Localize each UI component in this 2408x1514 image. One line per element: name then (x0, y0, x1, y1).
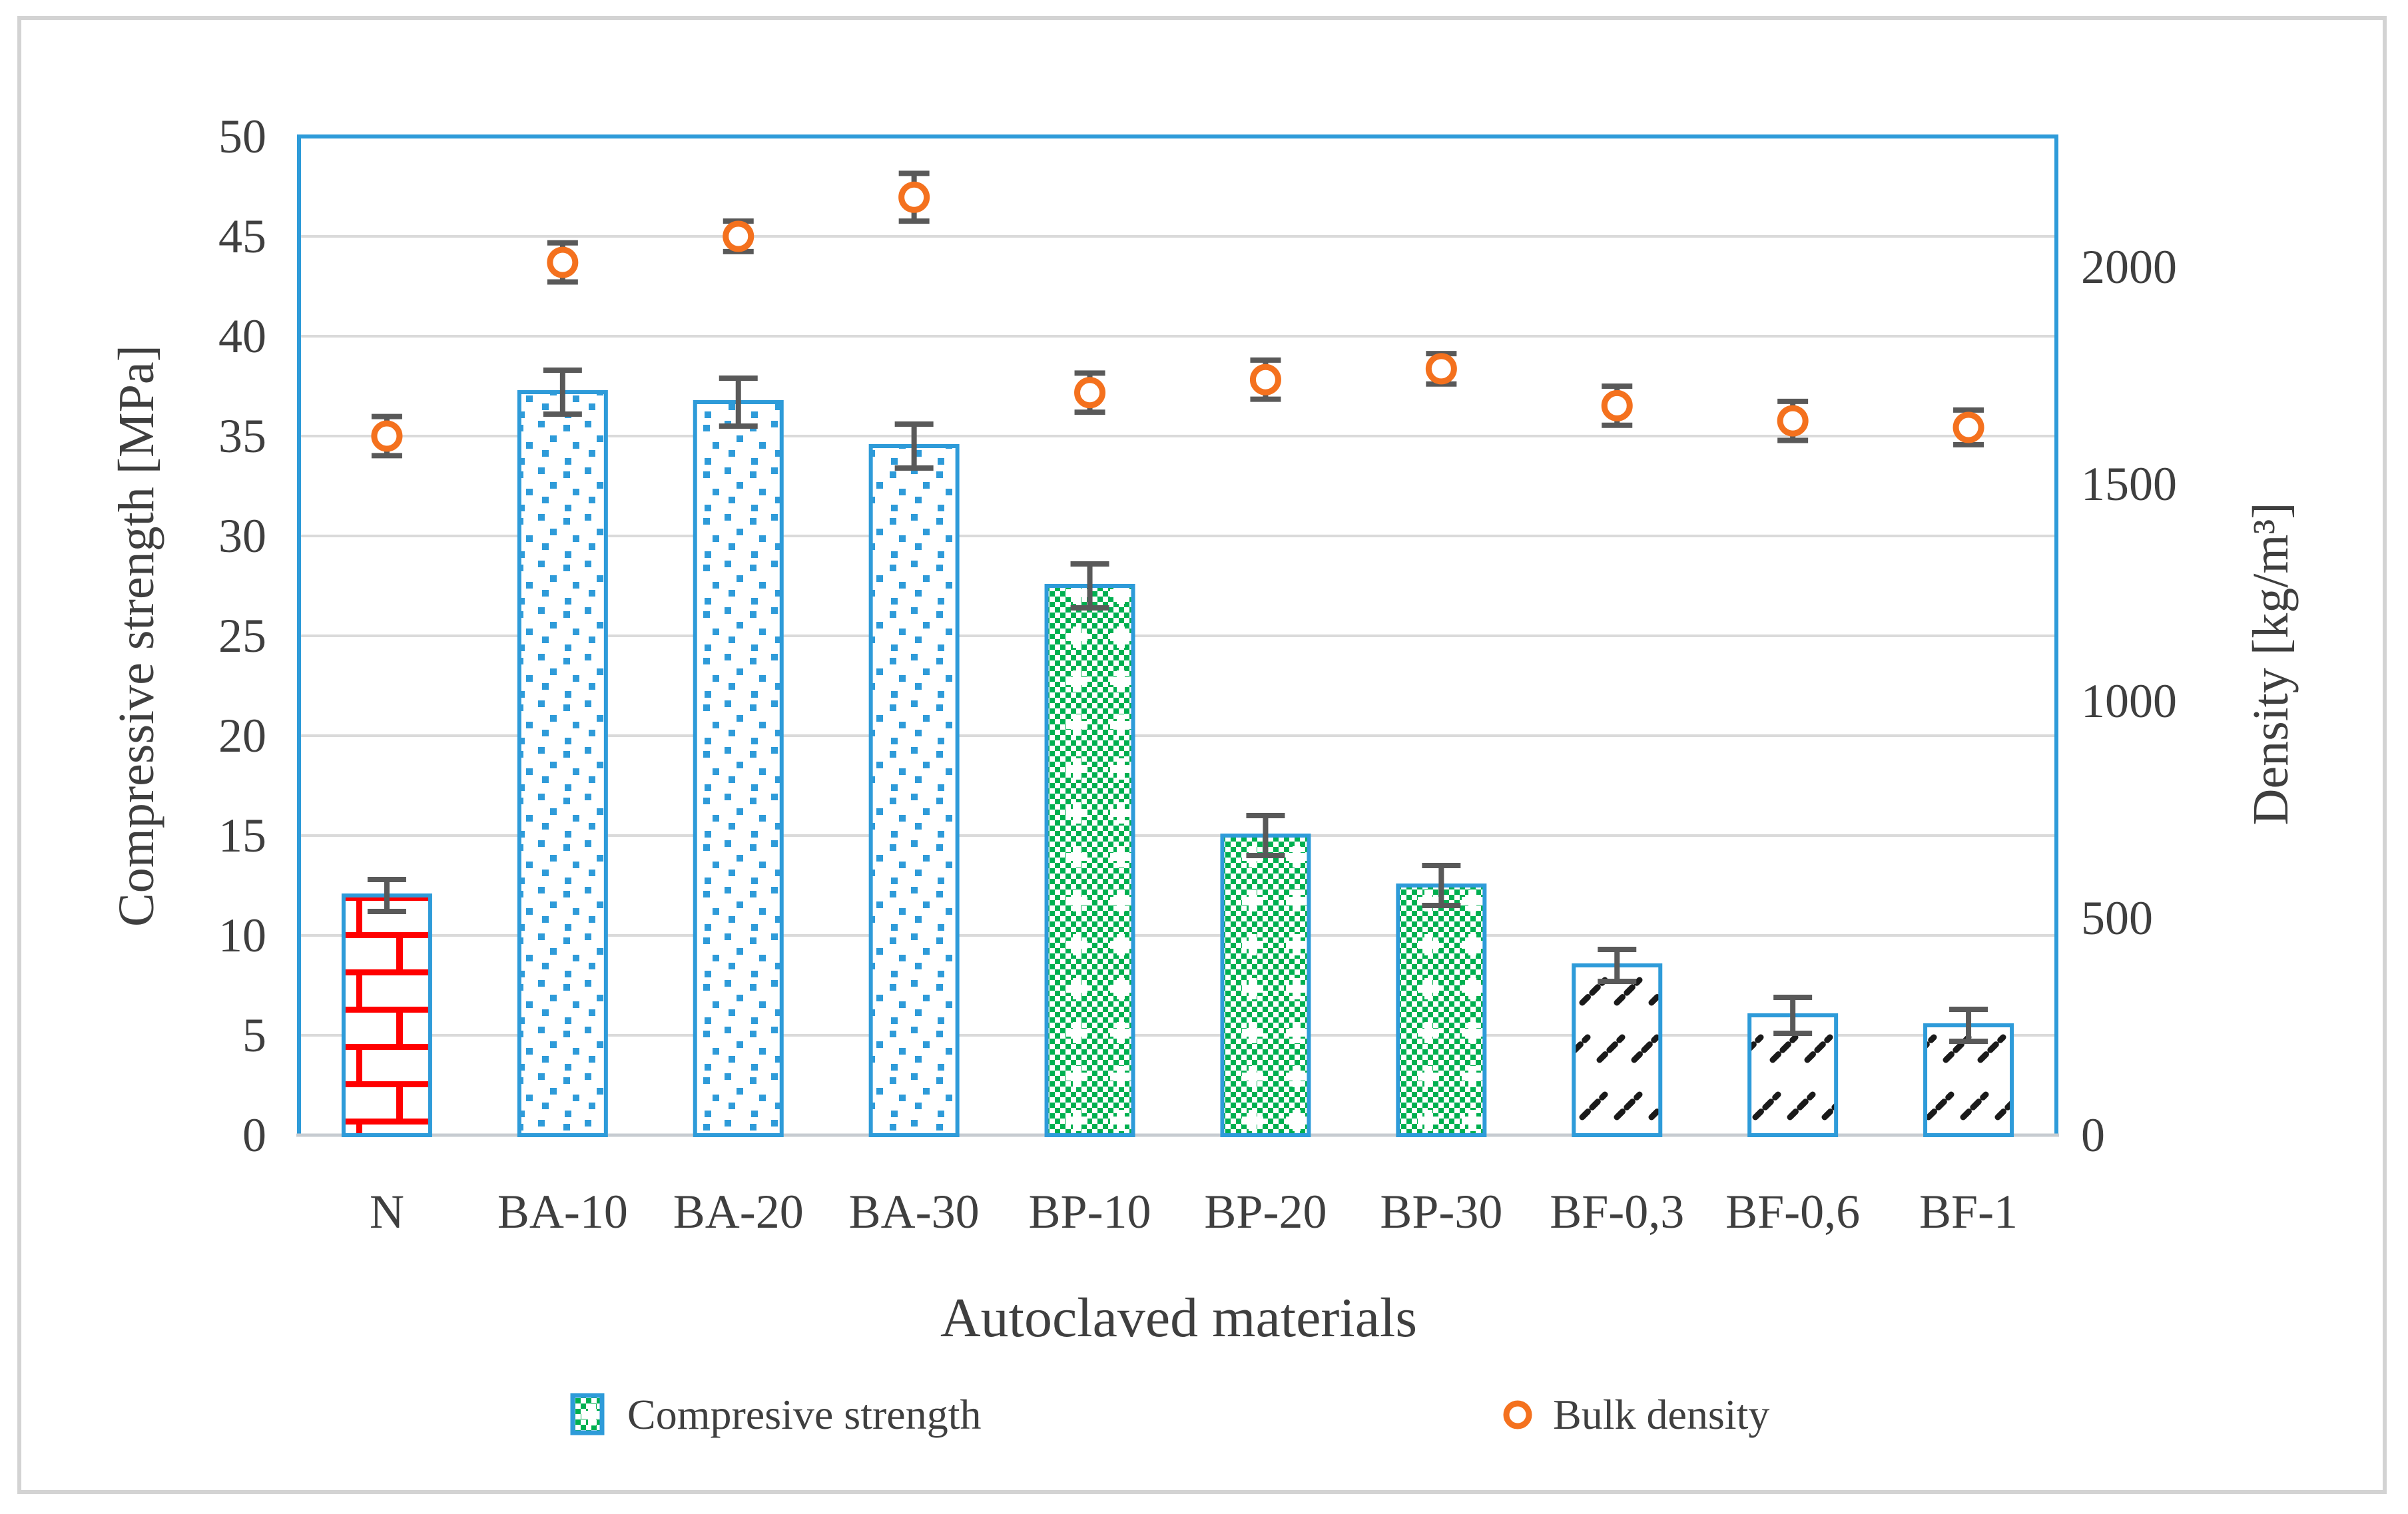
y-right-tick-label: 0 (2081, 1109, 2105, 1162)
bars-layer (341, 390, 2014, 1137)
legend-circle-marker-icon (1503, 1400, 1532, 1429)
y-right-tick-label: 1000 (2081, 674, 2177, 728)
y-left-tick-label: 0 (242, 1109, 266, 1162)
figure-border (17, 16, 2387, 1494)
x-category-label-BA-30: BA-30 (848, 1185, 980, 1238)
density-point-BF-0,3 (1601, 389, 1633, 421)
density-point-BF-1 (1953, 411, 1984, 443)
density-point-BA-30 (898, 181, 930, 213)
y-left-tick-label: 5 (242, 1009, 266, 1062)
density-point-BP-20 (1249, 364, 1281, 395)
x-category-label-BP-20: BP-20 (1204, 1185, 1327, 1238)
density-point-BF-0,6 (1777, 405, 1809, 437)
y-left-tick-label: 40 (218, 310, 266, 363)
y-left-tick-label: 50 (218, 110, 266, 163)
y-left-tick-label: 35 (218, 409, 266, 463)
error-bar-strength-BP-30 (1422, 863, 1461, 908)
error-bar-strength-BP-10 (1070, 561, 1109, 611)
y-right-tick-label: 1500 (2081, 457, 2177, 511)
x-category-label-BF-0,6: BF-0,6 (1725, 1185, 1861, 1238)
legend-label-compressive-strength: Compresive strength (627, 1391, 982, 1438)
density-points-layer (371, 170, 1984, 459)
bar-error-bars-layer (367, 368, 1988, 1044)
y-right-tick-label: 2000 (2081, 240, 2177, 294)
x-category-label-BP-30: BP-30 (1380, 1185, 1503, 1238)
y-left-tick-label: 45 (218, 210, 266, 263)
density-point-N (371, 420, 403, 452)
error-bar-strength-BA-20 (719, 376, 758, 429)
density-point-BA-20 (723, 220, 754, 252)
error-bar-strength-BF-0,6 (1773, 995, 1813, 1036)
x-category-label-N: N (369, 1185, 404, 1238)
right-axis-title: Density [kg/m³] (2243, 502, 2299, 826)
density-point-BP-10 (1074, 377, 1106, 409)
y-left-tick-label: 10 (218, 909, 266, 962)
y-right-tick-label: 500 (2081, 891, 2153, 945)
y-left-tick-label: 25 (218, 609, 266, 662)
x-category-label-BA-10: BA-10 (497, 1185, 628, 1238)
legend-bar-swatch-icon (570, 1393, 605, 1435)
error-bar-strength-BA-10 (543, 368, 582, 417)
density-point-BP-30 (1425, 353, 1457, 385)
error-bar-strength-BP-20 (1246, 813, 1285, 858)
x-category-label-BF-0,3: BF-0,3 (1550, 1185, 1685, 1238)
x-category-label-BP-10: BP-10 (1028, 1185, 1151, 1238)
x-category-label-BA-20: BA-20 (673, 1185, 804, 1238)
legend-label-bulk-density: Bulk density (1553, 1391, 1770, 1438)
x-axis-title: Autoclaved materials (940, 1287, 1418, 1349)
error-bar-strength-N (367, 877, 406, 914)
y-left-tick-label: 15 (218, 809, 266, 862)
x-category-label-BF-1: BF-1 (1919, 1185, 2018, 1238)
density-point-BA-10 (547, 246, 579, 278)
error-bar-strength-BF-1 (1949, 1007, 1988, 1044)
y-left-tick-label: 20 (218, 709, 266, 762)
error-bar-strength-BF-0,3 (1598, 947, 1637, 984)
left-axis-title: Compressive strength [MPa] (109, 345, 164, 927)
error-bar-strength-BA-30 (894, 421, 934, 471)
y-left-tick-label: 30 (218, 509, 266, 563)
